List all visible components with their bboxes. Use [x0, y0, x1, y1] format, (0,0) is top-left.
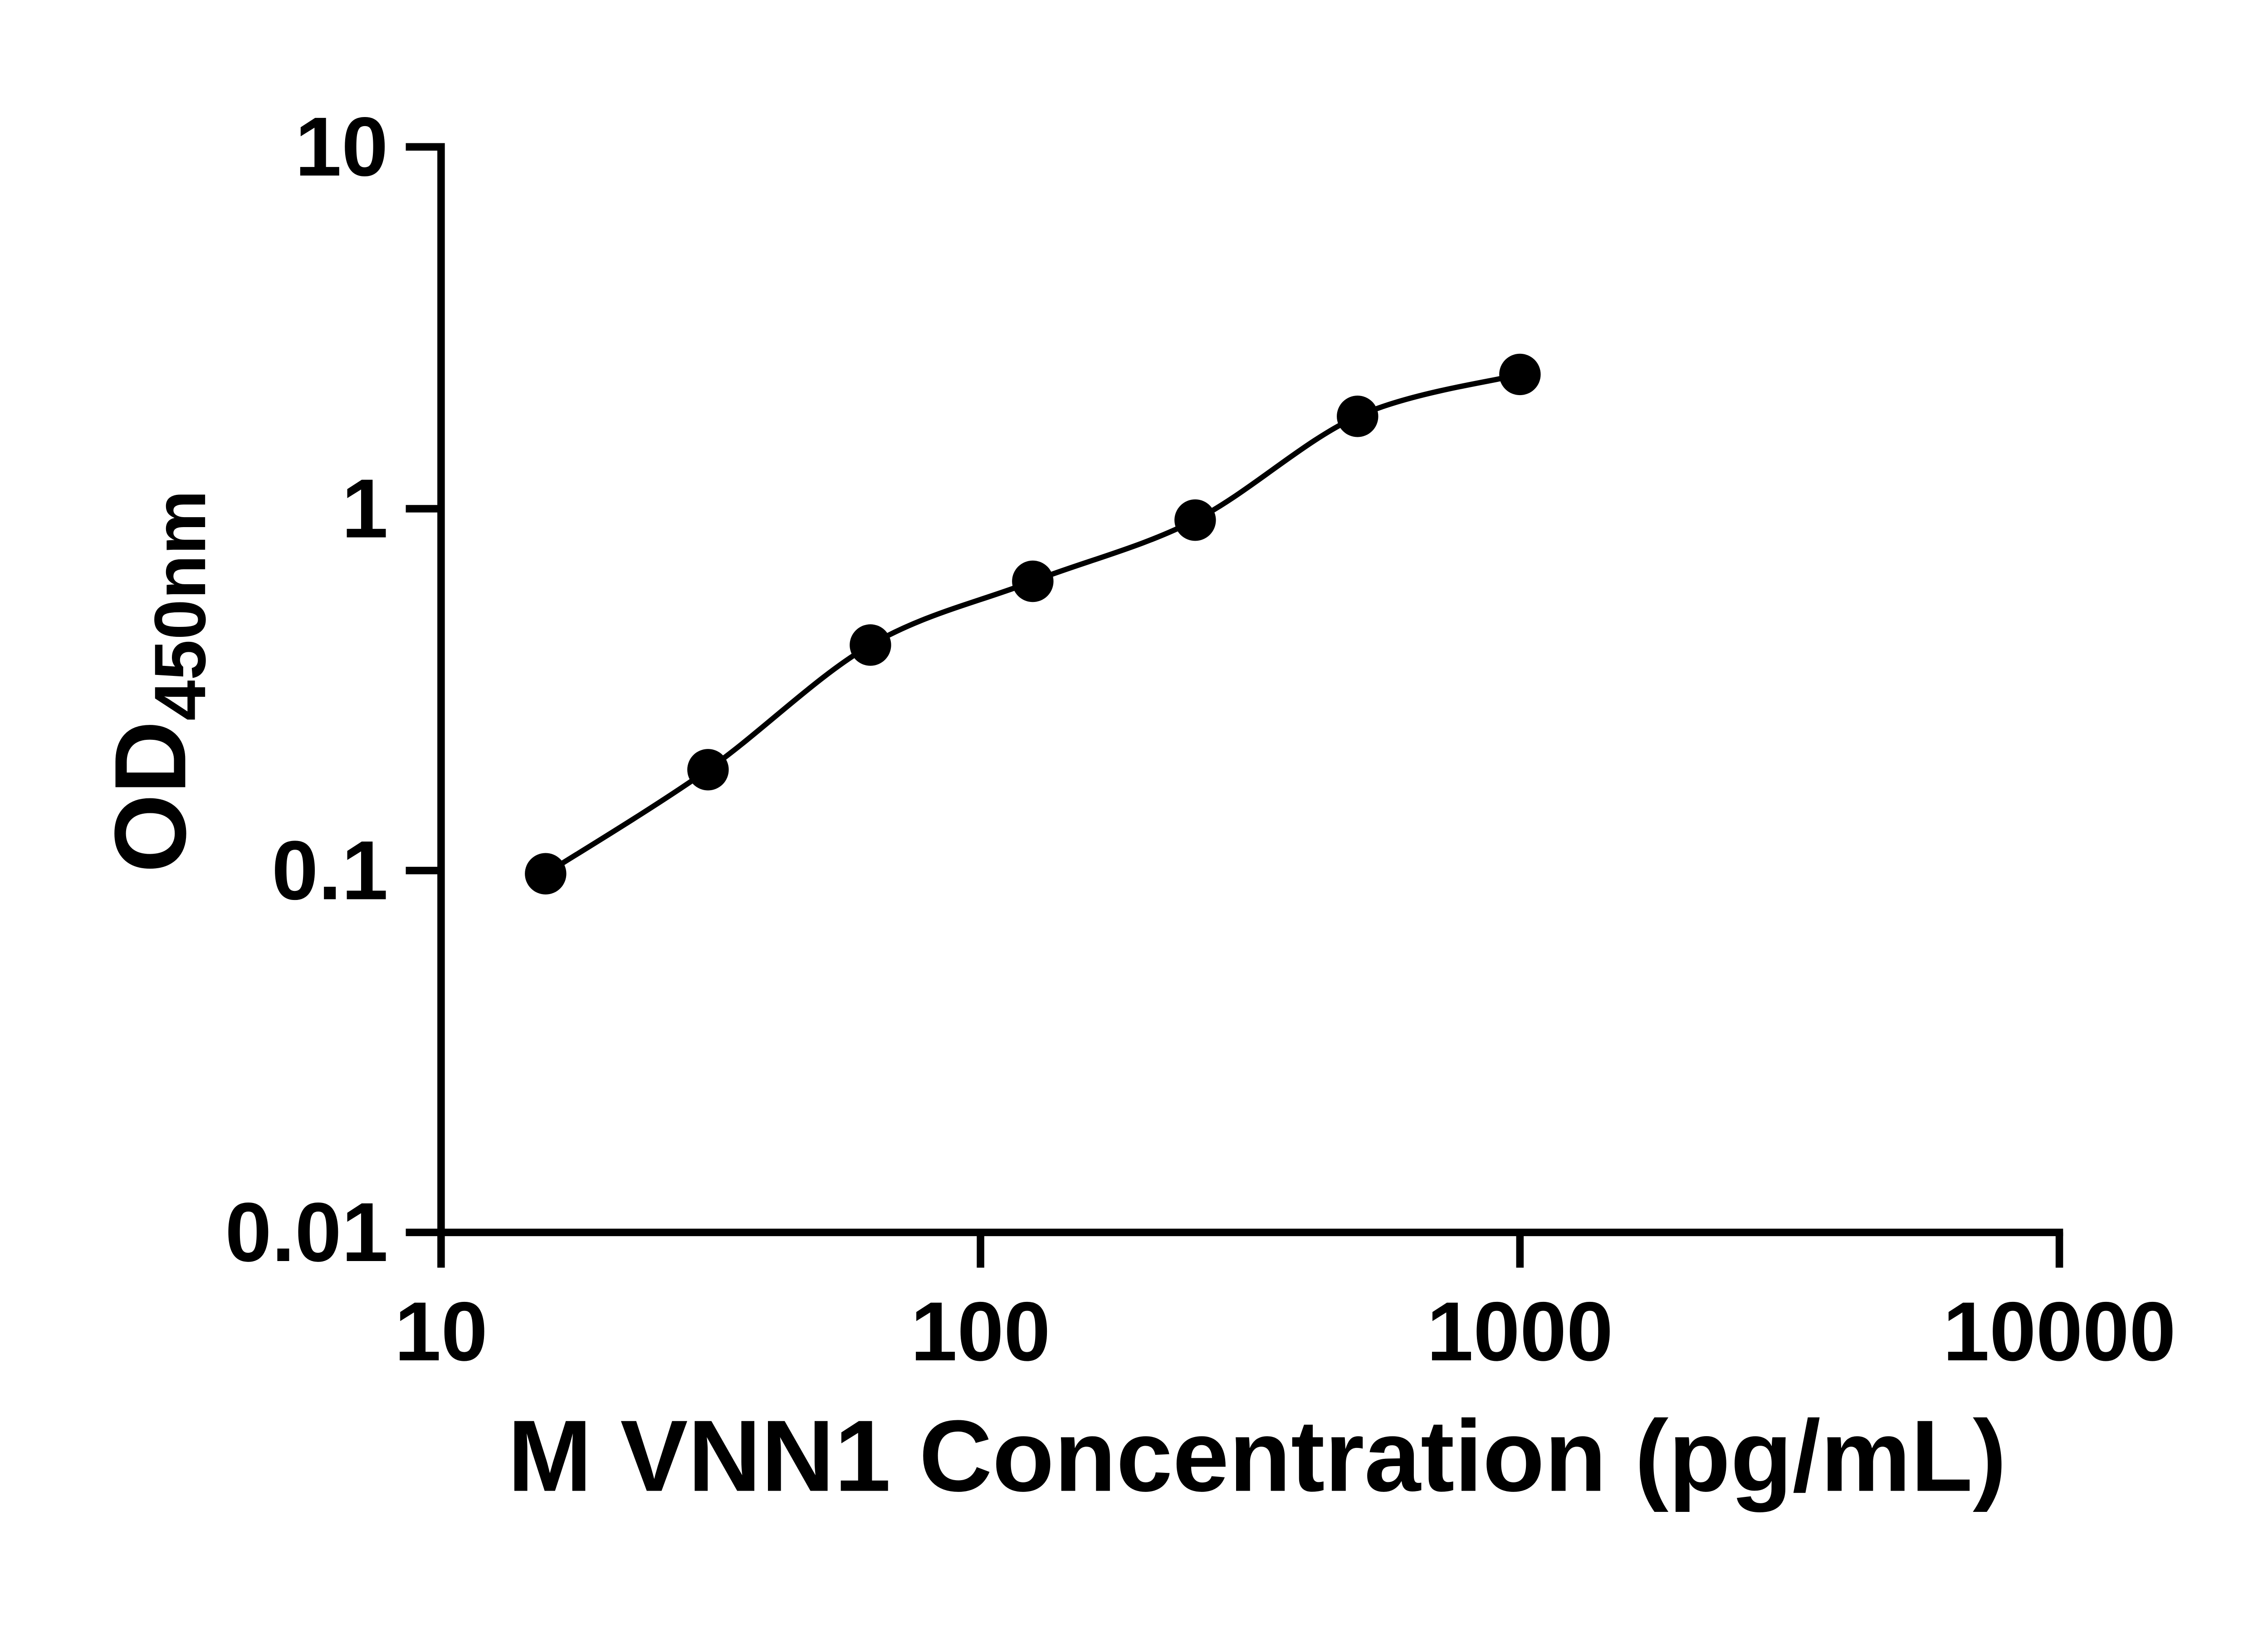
y-axis-title: OD450nm: [94, 490, 220, 873]
y-tick-label: 0.01: [225, 1186, 388, 1279]
x-axis-title: M VNN1 Concentration (pg/mL): [508, 1400, 2007, 1513]
data-layer: [525, 353, 1541, 895]
fit-curve: [544, 372, 1521, 876]
elisa-standard-curve-figure: 10 100 1000 10000 0.01 0.1 1 10 M VNN1 Concentr…: [94, 100, 2176, 1513]
chart-container: 10 100 1000 10000 0.01 0.1 1 10 M VNN1 Concentr…: [94, 100, 2176, 1513]
y-axis-title-text: OD450nm: [94, 490, 220, 873]
x-tick-label: 100: [910, 1285, 1050, 1379]
y-axis-title-sub: 450nm: [139, 490, 220, 720]
y-tick-label: 0.1: [272, 824, 388, 917]
axis-spine: [437, 143, 2063, 1237]
data-point: [525, 853, 567, 895]
y-axis-title-main: OD: [94, 721, 207, 873]
chart-canvas: 10 100 1000 10000 0.01 0.1 1 10 M VNN1 Concentr…: [94, 100, 2176, 1513]
data-point: [1012, 560, 1054, 602]
x-tick-label: 10: [395, 1285, 488, 1379]
data-point: [1499, 353, 1541, 396]
x-tick-label: 1000: [1427, 1285, 1613, 1379]
data-point: [1174, 499, 1216, 541]
y-tick-label: 1: [342, 462, 388, 556]
data-point: [687, 749, 729, 791]
data-point: [1337, 396, 1378, 437]
axes-layer: 10 100 1000 10000 0.01 0.1 1 10: [225, 100, 2176, 1379]
x-tick-label: 10000: [1943, 1285, 2176, 1379]
data-point: [850, 624, 891, 666]
y-tick-label: 10: [295, 100, 388, 194]
